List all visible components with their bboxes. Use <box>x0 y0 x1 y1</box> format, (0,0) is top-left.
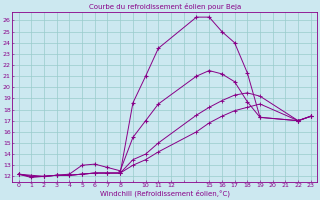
X-axis label: Windchill (Refroidissement éolien,°C): Windchill (Refroidissement éolien,°C) <box>100 190 230 197</box>
Title: Courbe du refroidissement éolien pour Beja: Courbe du refroidissement éolien pour Be… <box>89 3 241 10</box>
